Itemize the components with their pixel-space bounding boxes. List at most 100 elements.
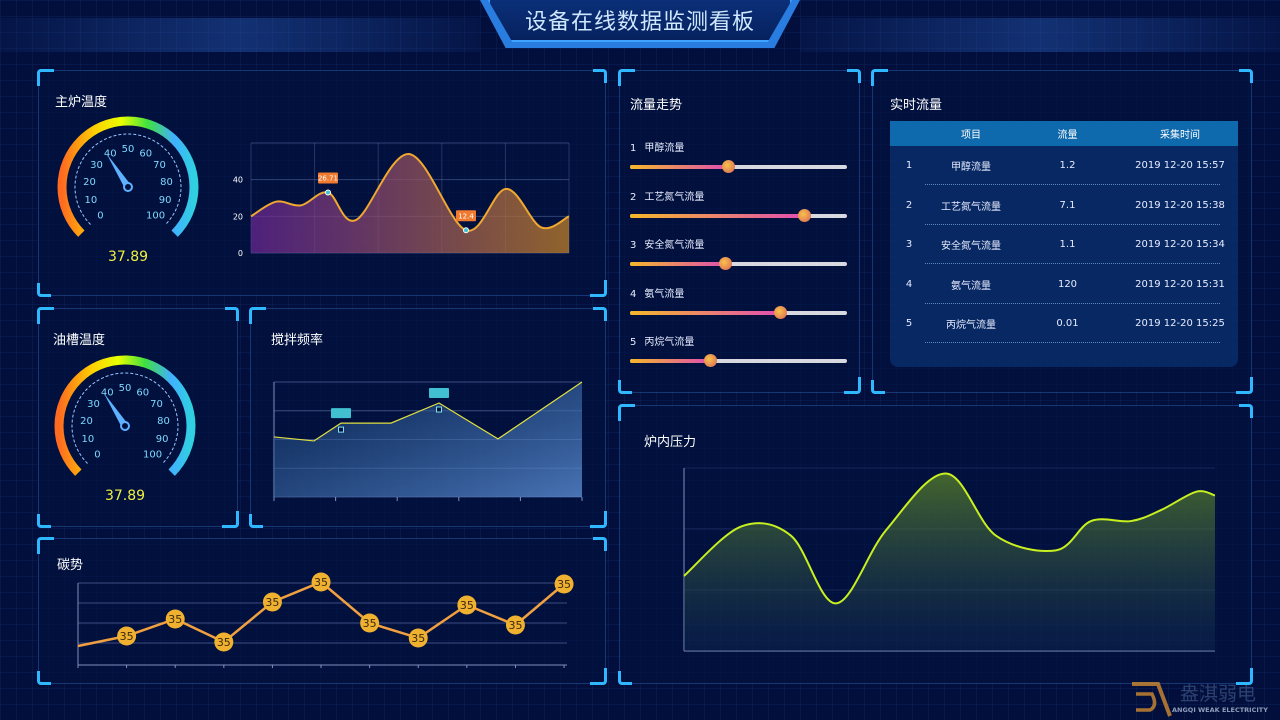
slider-index: 4 — [630, 288, 637, 300]
series-line — [273, 381, 583, 442]
data-label: 35 — [120, 630, 134, 643]
y-tick-label: 0 — [238, 249, 243, 258]
watermark-text: 盎淇弱电 — [1180, 683, 1256, 705]
table-row: 5 丙烷气流量 0.01 2019 12-20 15:25 — [890, 304, 1238, 343]
table-cell: 2 — [905, 199, 913, 211]
slider-name: 工艺氮气流量 — [644, 191, 705, 203]
data-point — [408, 628, 428, 648]
slider-fill — [630, 165, 728, 169]
gauge-tick-label: 20 — [80, 416, 93, 427]
table-cell: 氨气流量 — [951, 280, 991, 292]
data-label: 35 — [265, 596, 279, 609]
data-label: 35 — [363, 617, 377, 630]
gauge-tick-label: 90 — [159, 195, 172, 206]
slider-name: 丙烷气流量 — [644, 337, 695, 348]
header-bar-right — [800, 18, 1280, 52]
slider-handle[interactable] — [797, 208, 811, 222]
panel-title: 油槽温度 — [53, 333, 106, 348]
table-cell: 2019 12-20 15:57 — [1135, 160, 1225, 171]
gauge-tick-label: 50 — [119, 383, 132, 394]
slider-fill — [630, 213, 804, 218]
gauge-needle-hub — [123, 182, 133, 192]
gauge-tick-label: 40 — [104, 148, 117, 159]
slider-label: 2 工艺氮气流量 — [630, 188, 850, 203]
column-header: 项目 — [961, 130, 981, 141]
data-label: 35 — [557, 578, 571, 591]
data-label: 35 — [217, 636, 231, 649]
data-point — [262, 592, 282, 612]
panel-realtime-flow: 实时流量 项目 流量 采集时间 1 甲醇流量 1.2 2019 12-20 15:57… — [871, 69, 1253, 394]
gauge-arc — [54, 355, 196, 476]
data-label: 26.71 — [318, 175, 338, 183]
slider-index: 5 — [630, 337, 637, 348]
panel-title: 主炉温度 — [55, 95, 108, 110]
header-bar-left — [0, 18, 480, 52]
slider-name: 安全氮气流量 — [644, 240, 705, 251]
table-cell: 丙烷气流量 — [946, 320, 996, 331]
slider-track[interactable] — [630, 160, 847, 173]
slider-track[interactable] — [630, 257, 847, 270]
gauge-tick-label: 0 — [97, 211, 103, 222]
gauge-dashed-ring — [71, 372, 179, 464]
flow-slider-4[interactable]: 4 氨气流量 — [630, 285, 850, 319]
gauge-tick-label: 90 — [156, 434, 169, 445]
table-cell: 1.1 — [1059, 239, 1076, 250]
gauge-value: 37.89 — [108, 249, 148, 265]
data-point — [338, 426, 344, 433]
flow-slider-2[interactable]: 2 工艺氮气流量 — [630, 188, 850, 222]
table-cell: 2019 12-20 15:38 — [1135, 199, 1225, 211]
slider-fill — [630, 310, 780, 315]
data-label: 35 — [460, 599, 474, 612]
gauge-tick-label: 80 — [160, 177, 173, 188]
flow-slider-5[interactable]: 5 丙烷气流量 — [630, 333, 850, 367]
table-cell: 1.2 — [1059, 160, 1076, 171]
panel-stir-frequency: 搅拌频率 — [249, 307, 607, 528]
table-row: 4 氨气流量 120 2019 12-20 15:31 — [890, 265, 1238, 304]
gauge-tick-label: 10 — [85, 195, 98, 206]
flow-slider-3[interactable]: 3 安全氮气流量 — [630, 236, 850, 270]
panel-main-temp: 主炉温度 0 10 20 30 40 50 60 70 80 90 100 37.89 0 20 40 26… — [37, 69, 607, 297]
data-label-bg — [318, 172, 338, 184]
panel-title: 搅拌频率 — [271, 333, 324, 348]
pressure-chart — [683, 467, 1216, 652]
slider-track[interactable] — [630, 354, 847, 367]
series-line — [683, 472, 1216, 605]
table-cell: 安全氮气流量 — [941, 241, 1001, 252]
table-cell: 0.01 — [1056, 318, 1079, 329]
data-point — [554, 574, 574, 594]
gauge-tick-label: 70 — [153, 160, 166, 171]
slider-handle[interactable] — [773, 305, 787, 319]
series-line — [250, 152, 570, 232]
gauge-tick-label: 70 — [150, 399, 163, 410]
page-title: 设备在线数据监测看板 — [488, 0, 792, 42]
slider-handle[interactable] — [721, 160, 735, 173]
gauge-needle — [103, 392, 128, 428]
data-point — [214, 632, 234, 652]
data-point — [311, 572, 331, 592]
slider-handle[interactable] — [719, 257, 733, 270]
table-cell: 工艺氮气流量 — [941, 201, 1001, 213]
panel-oil-temp: 油槽温度 0 10 20 30 40 50 60 70 80 90 100 37.89 — [37, 307, 239, 528]
table-cell: 1 — [905, 160, 913, 171]
gauge-tick-label: 100 — [146, 211, 165, 222]
table-cell: 3 — [905, 239, 913, 250]
series-line — [77, 580, 565, 648]
slider-handle[interactable] — [704, 354, 718, 367]
gauge-tick-label: 100 — [143, 450, 162, 461]
realtime-table: 项目 流量 采集时间 1 甲醇流量 1.2 2019 12-20 15:57 2 工艺氮气… — [890, 121, 1238, 367]
gauge-dashed-ring — [74, 133, 182, 225]
slider-track[interactable] — [630, 305, 847, 319]
data-label-bg — [456, 210, 476, 222]
marker-tag — [429, 387, 449, 398]
slider-label: 4 氨气流量 — [630, 285, 850, 300]
slider-track[interactable] — [630, 208, 847, 222]
watermark-subtext: ANGQI WEAK ELECTRICITY — [1172, 706, 1268, 714]
table-cell: 120 — [1057, 278, 1078, 290]
data-point — [325, 189, 331, 196]
table-cell: 4 — [905, 278, 913, 290]
flow-slider-1[interactable]: 1 甲醇流量 — [630, 139, 850, 173]
table-cell: 甲醇流量 — [951, 162, 991, 173]
table-row: 2 工艺氮气流量 7.1 2019 12-20 15:38 — [890, 186, 1238, 225]
area-fill — [684, 473, 1215, 651]
